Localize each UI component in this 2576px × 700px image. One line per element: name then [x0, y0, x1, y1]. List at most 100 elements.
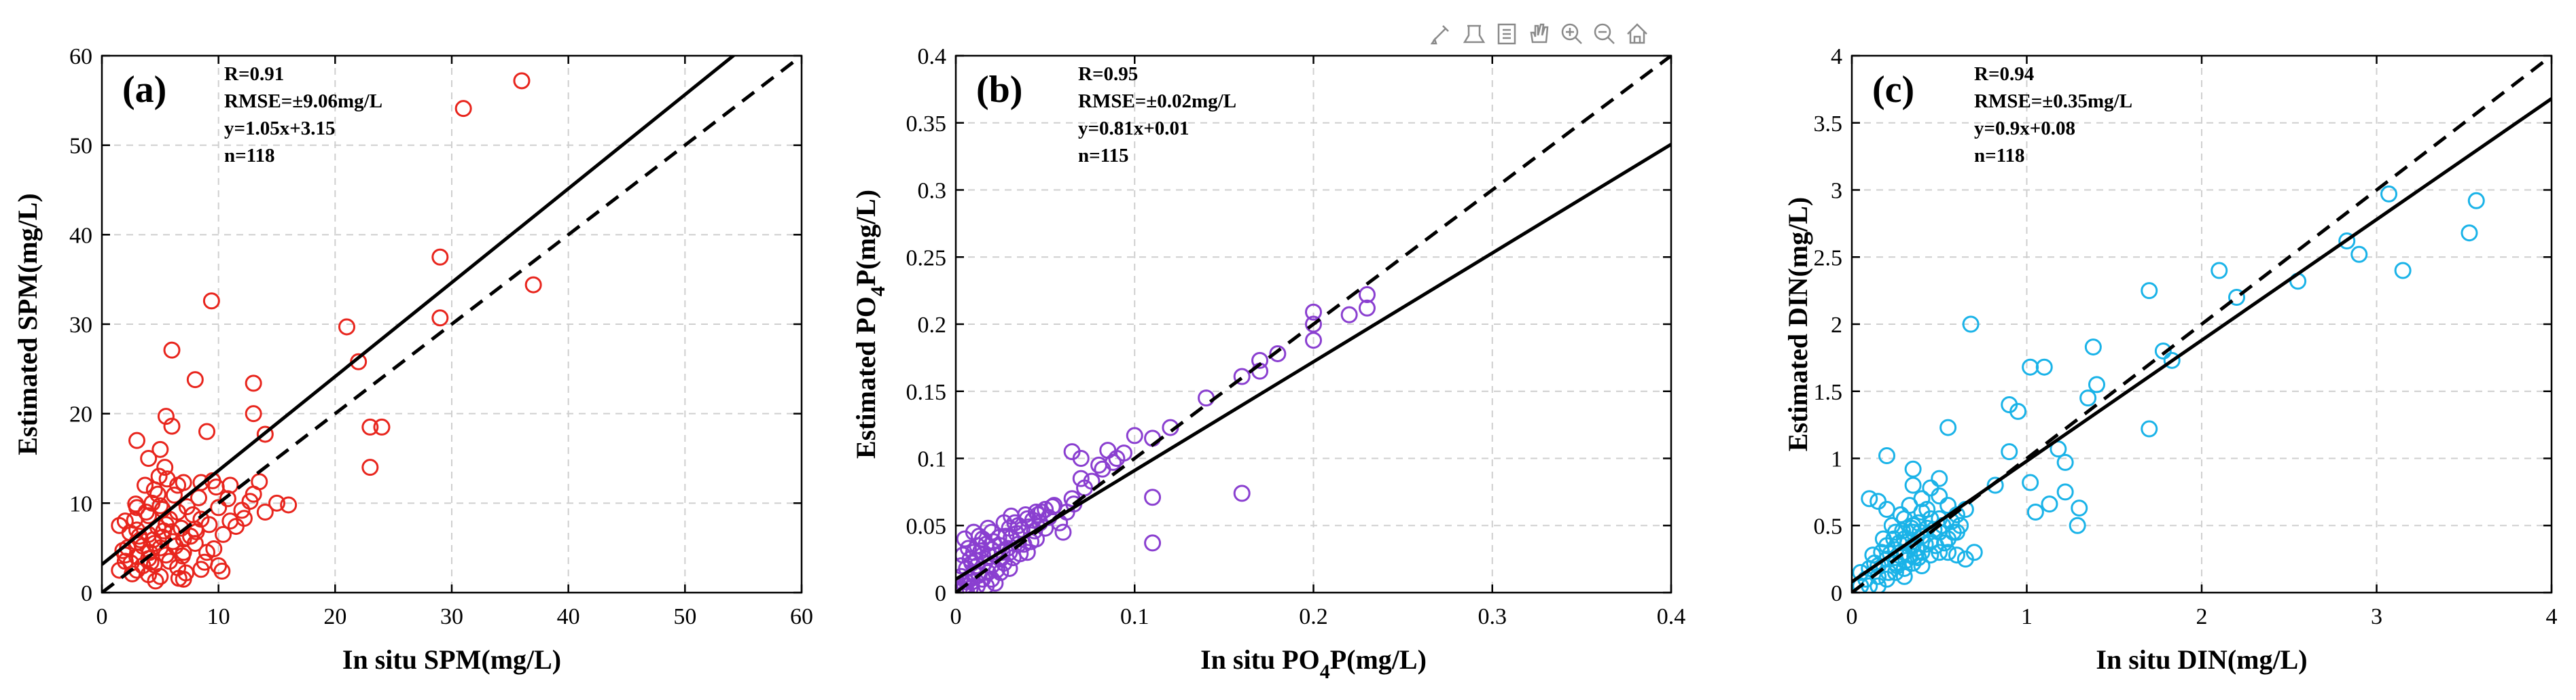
data-point	[431, 309, 449, 327]
data-point	[2380, 185, 2398, 203]
legend-lines	[1503, 29, 1511, 39]
y-tick-label: 2	[1831, 313, 1842, 338]
data-point	[978, 577, 995, 593]
y-tick-label: 30	[69, 313, 92, 338]
data-point	[1305, 303, 1322, 321]
y-tick-label: 60	[69, 44, 92, 69]
data-point	[2056, 483, 2074, 501]
data-point	[1105, 453, 1122, 471]
data-point	[2026, 504, 2044, 521]
data-point	[2154, 343, 2172, 360]
data-point	[2022, 474, 2039, 491]
data-point	[241, 493, 259, 510]
data-point	[1939, 419, 1957, 436]
y-tick-label: 1.5	[1814, 380, 1843, 405]
panel-b: 0 0.1 0.2 0.3 0.4 0 0.05 0.1 0.15 0.2 0.25 0.3 0.35 0…	[851, 44, 1685, 683]
x-axis-label: In situ DIN(mg/L)	[2096, 644, 2307, 675]
data-point	[149, 485, 166, 503]
brush-icon[interactable]	[1428, 20, 1455, 48]
panel-tag: (b)	[976, 69, 1022, 111]
data-point	[1251, 351, 1269, 369]
data-point	[2141, 420, 2158, 438]
data-point	[2035, 358, 2053, 376]
y-tick-label: 0.25	[906, 245, 947, 270]
data-point	[1962, 315, 1980, 333]
data-point	[2050, 440, 2067, 458]
data-tip-icon[interactable]	[1461, 20, 1488, 48]
x-tick-label: 0.2	[1299, 604, 1328, 629]
data-point	[1948, 546, 1965, 564]
data-point	[151, 567, 169, 585]
data-point	[1931, 470, 1948, 487]
x-tick-label: 40	[557, 604, 580, 629]
pan-hand-icon[interactable]	[1526, 20, 1553, 48]
data-point	[245, 405, 262, 423]
y-axis-label: Estimated DIN(mg/L)	[1783, 197, 1813, 451]
data-point	[114, 542, 132, 559]
y-tick-label: 0.3	[918, 179, 947, 204]
x-tick-label: 10	[207, 604, 230, 629]
home-icon[interactable]	[1624, 20, 1651, 48]
data-point	[210, 499, 228, 517]
legend-icon[interactable]	[1493, 20, 1520, 48]
data-point	[2071, 500, 2088, 517]
y-axis-label: Estimated SPM(mg/L)	[12, 193, 43, 455]
data-point	[251, 473, 268, 491]
data-point	[227, 518, 245, 536]
data-point	[2009, 402, 2027, 420]
y-tick-label: 0.5	[1814, 514, 1843, 539]
stat-line: n=118	[1974, 145, 2025, 167]
zoom-out-icon[interactable]	[1591, 20, 1618, 48]
stat-line: y=0.9x+0.08	[1974, 118, 2075, 139]
data-point	[215, 525, 232, 543]
reference-lines	[102, 56, 802, 593]
data-tip-icon-hitbox	[1461, 20, 1488, 48]
data-point	[186, 371, 204, 389]
data-point	[177, 564, 195, 582]
data-point	[1906, 548, 1924, 565]
data-point	[187, 523, 205, 540]
data-point	[198, 423, 215, 440]
data-point	[2079, 389, 2097, 407]
stat-line: RMSE=±9.06mg/L	[224, 90, 382, 112]
data-point	[1939, 497, 1957, 514]
regression-line	[956, 143, 1671, 581]
legend-box	[1497, 23, 1516, 45]
x-tick-label: 2	[2196, 604, 2208, 629]
y-tick-label: 10	[69, 491, 92, 517]
data-point	[137, 504, 155, 521]
panel-a: 0 10 20 30 40 50 60 0 10 20 30 40 50 60 (a) R=0.91 RMSE=…	[12, 44, 813, 675]
lens	[1561, 23, 1579, 41]
zoom-in-icon[interactable]	[1558, 20, 1586, 48]
regression-line	[102, 56, 736, 566]
y-tick-label: 3	[1831, 179, 1842, 204]
data-point	[1144, 489, 1162, 506]
data-point	[147, 572, 164, 590]
data-point	[2001, 443, 2018, 461]
points	[1852, 185, 2485, 593]
data-point	[2088, 376, 2105, 393]
data-point	[164, 533, 182, 550]
data-point	[2228, 289, 2245, 306]
data-point	[1892, 506, 1910, 523]
brush-glyph	[1430, 25, 1449, 45]
data-point	[1904, 476, 1922, 494]
y-axis-label: Estimated PO4P(mg/L)	[851, 190, 889, 459]
data-point	[141, 544, 158, 561]
data-point	[256, 504, 274, 521]
data-point	[1144, 534, 1162, 552]
panel-c: 0 1 2 3 4 0 0.5 1 1.5 2 2.5 3 3.5 4 (c) R=0.94 RMSE=±0.3…	[1783, 44, 2558, 675]
data-point	[1883, 517, 1901, 534]
data-point	[1903, 519, 1920, 537]
y-tick-label: 0	[935, 581, 946, 606]
data-point	[361, 459, 379, 476]
data-point	[111, 561, 128, 579]
data-point	[1897, 552, 1915, 570]
data-point	[1043, 498, 1061, 516]
x-tick-label: 30	[440, 604, 463, 629]
x-tick-label: 0.3	[1478, 604, 1507, 629]
data-point	[165, 486, 183, 504]
points	[111, 72, 542, 590]
y-tick-label: 1	[1831, 447, 1842, 472]
data-point	[1894, 522, 1912, 540]
